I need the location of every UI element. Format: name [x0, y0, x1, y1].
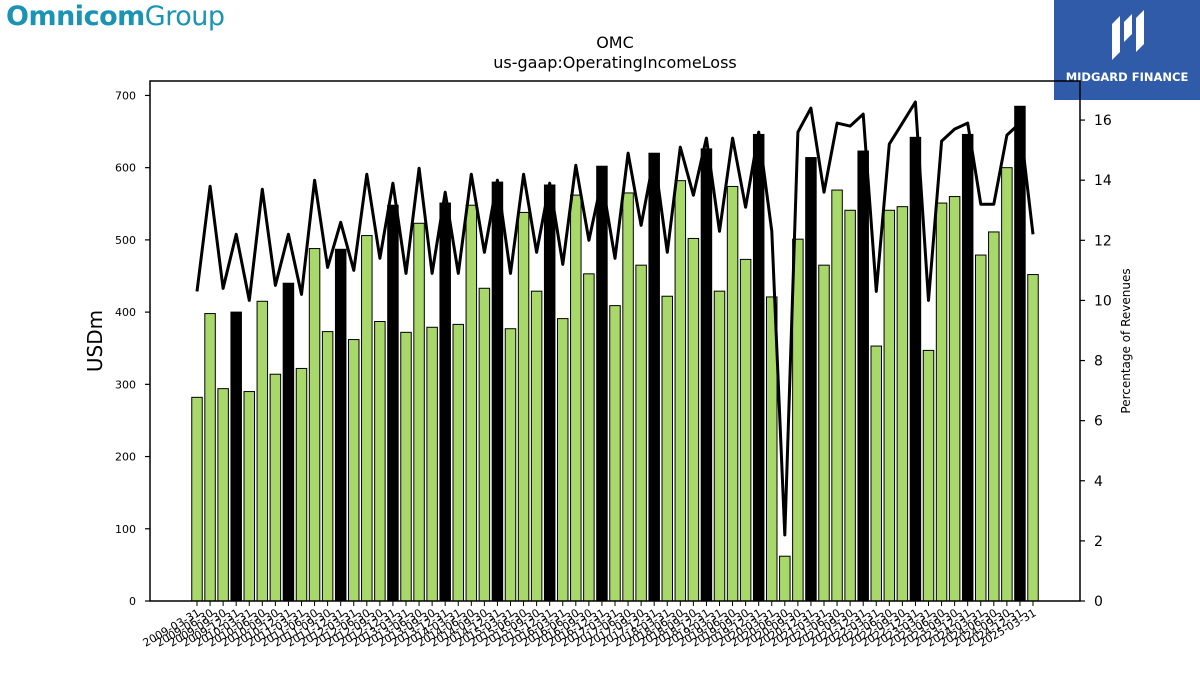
- midgard-finance-logo: MIDGARD FINANCE: [1054, 0, 1200, 100]
- bar: [622, 192, 634, 602]
- bar: [426, 326, 438, 602]
- bar-series: [191, 105, 1039, 602]
- bar: [687, 237, 700, 602]
- bar: [478, 287, 491, 602]
- bar: [452, 323, 464, 602]
- bar: [752, 133, 765, 602]
- bar: [961, 133, 974, 602]
- bar: [570, 194, 582, 602]
- bar: [739, 258, 752, 602]
- bar: [674, 180, 687, 602]
- bar: [530, 290, 543, 602]
- y-tick-label: 400: [115, 306, 136, 319]
- y-axis-label: USDm: [83, 310, 107, 372]
- bar: [321, 331, 334, 602]
- y2-tick-label: 4: [1094, 474, 1103, 490]
- y2-tick-label: 0: [1094, 594, 1103, 610]
- bar: [282, 282, 295, 602]
- bar: [269, 373, 282, 602]
- y-tick-label: 0: [129, 595, 136, 608]
- bar: [348, 339, 360, 602]
- bar: [517, 211, 530, 602]
- y2-tick-label: 2: [1094, 534, 1103, 550]
- bar: [896, 206, 909, 602]
- bar: [243, 391, 255, 602]
- midgard-m-icon: [1112, 10, 1144, 60]
- bar: [465, 204, 478, 602]
- bar: [491, 181, 504, 602]
- bar: [230, 311, 242, 602]
- bar: [975, 254, 987, 602]
- omnicom-group-logo: OmnicomGroup: [6, 1, 225, 32]
- bar: [648, 152, 660, 602]
- bar: [387, 204, 399, 602]
- y-tick-label: 600: [115, 162, 136, 175]
- bar: [988, 231, 1000, 602]
- bar: [700, 148, 713, 602]
- y-tick-label: 100: [115, 523, 136, 536]
- left-axis-ticks: 0 100 200 300 400 500 600 700: [115, 89, 150, 608]
- bar: [557, 318, 569, 602]
- publisher-name: MIDGARD FINANCE: [1065, 70, 1189, 84]
- bar: [217, 388, 229, 602]
- bar: [439, 202, 451, 602]
- bar: [635, 264, 647, 602]
- bar: [413, 222, 425, 602]
- bar: [191, 396, 203, 602]
- y2-tick-label: 10: [1094, 293, 1112, 309]
- bar: [870, 345, 882, 602]
- y2-tick-label: 8: [1094, 354, 1103, 370]
- y-tick-label: 700: [115, 89, 136, 102]
- bar: [713, 290, 726, 602]
- bar: [609, 305, 621, 602]
- bar: [1001, 167, 1013, 602]
- bar: [1027, 274, 1039, 602]
- bar: [818, 264, 830, 602]
- bar: [726, 185, 739, 602]
- y2-tick-label: 6: [1094, 414, 1103, 430]
- bar: [831, 189, 843, 602]
- y2-tick-label: 12: [1094, 233, 1112, 249]
- y-tick-label: 300: [115, 378, 136, 391]
- bar: [374, 321, 386, 602]
- bar: [295, 367, 308, 602]
- y2-tick-label: 14: [1094, 173, 1112, 189]
- bar: [308, 248, 321, 602]
- bar: [935, 202, 948, 602]
- bar: [844, 209, 856, 602]
- y-tick-label: 500: [115, 234, 136, 247]
- bar: [583, 273, 595, 602]
- y-tick-label: 200: [115, 451, 136, 464]
- bar: [334, 248, 347, 602]
- bar: [543, 184, 556, 602]
- bar: [596, 165, 608, 602]
- bar: [661, 295, 673, 602]
- bar: [922, 349, 935, 602]
- percentage-line: [195, 100, 1035, 537]
- bar: [792, 238, 804, 602]
- bar: [361, 235, 373, 602]
- bar: [779, 555, 791, 602]
- bar: [909, 136, 922, 602]
- bar: [256, 300, 269, 602]
- bar: [883, 209, 896, 602]
- bar: [1014, 105, 1026, 602]
- y2-tick-label: 16: [1094, 113, 1112, 129]
- bar: [948, 196, 961, 602]
- bar: [857, 150, 869, 602]
- x-axis-ticks: 2009-03-312009-06-302009-09-302009-12-31…: [141, 601, 1039, 650]
- bar: [504, 328, 517, 602]
- bar: [400, 331, 412, 602]
- bar: [204, 313, 216, 602]
- bar: [805, 157, 817, 602]
- right-axis-ticks: 0 2 4 6 8 10 12 14 16: [1080, 113, 1112, 610]
- chart-subtitle: us-gaap:OperatingIncomeLoss: [493, 53, 737, 72]
- y2-axis-label: Percentage of Revenues: [1119, 268, 1133, 413]
- chart-title: OMC: [596, 33, 634, 52]
